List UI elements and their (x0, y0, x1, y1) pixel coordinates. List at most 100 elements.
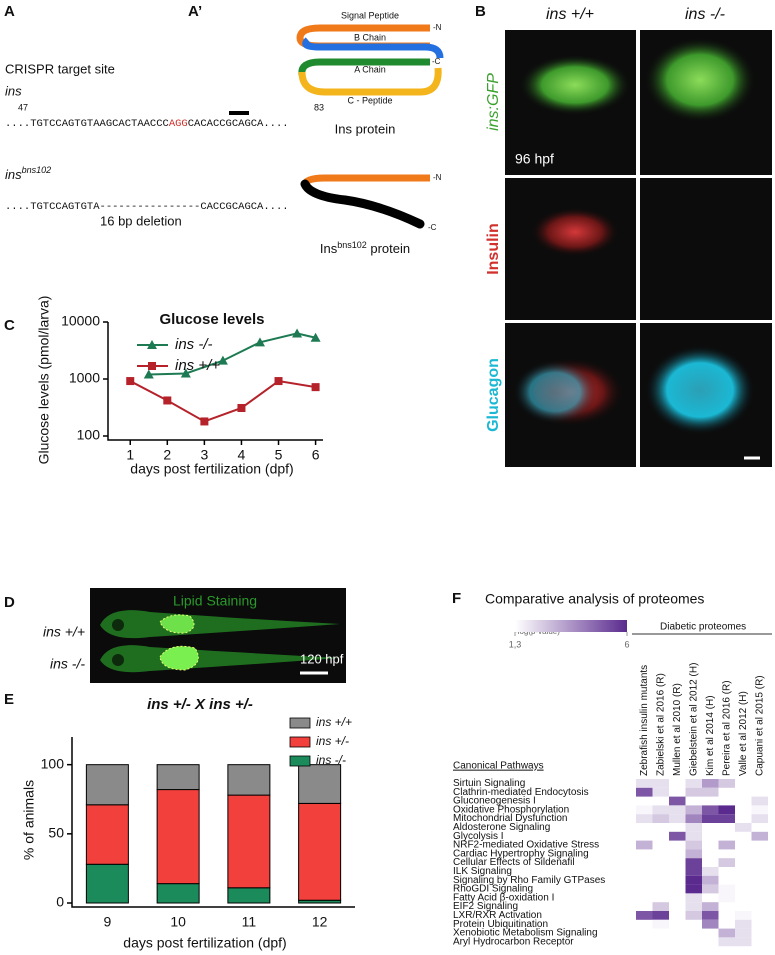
point (200, 417, 209, 426)
cell (636, 779, 653, 788)
cell (702, 805, 719, 815)
cell (702, 902, 719, 911)
row-label: Protein Ubiquitination (453, 919, 548, 930)
cell (735, 919, 752, 929)
column-label: Mullen et al 2010 (R) (672, 683, 683, 776)
legend-label: ins +/+ (316, 715, 352, 729)
sequence: ....TGTCCAGTGTA----------------CACCGCAGC… (5, 201, 289, 213)
gene: ins (5, 83, 22, 98)
row-label: Mitochondrial Dysfunction (453, 813, 568, 824)
b-chain (302, 37, 444, 59)
heading: CRISPR target site (5, 61, 115, 76)
row-label: RhoGDI Signaling (453, 884, 533, 895)
row-label: Signaling by Rho Family GTPases (453, 875, 605, 886)
terminus: -N (433, 173, 442, 182)
liver (159, 614, 195, 634)
cell (685, 840, 702, 850)
cell (685, 787, 702, 797)
axis (71, 737, 355, 908)
panel-label: D (4, 594, 15, 611)
column-header: ins -/- (685, 6, 725, 23)
chart-title: ins +/- X ins +/- (147, 696, 253, 713)
bar-segment (85, 764, 129, 806)
cell (685, 858, 702, 867)
legend-swatch (289, 717, 311, 729)
colorbar-tick-label: 6 (624, 639, 629, 649)
cell (702, 919, 719, 929)
panel-label: B (475, 3, 486, 20)
cell (735, 823, 752, 832)
image (640, 178, 772, 320)
x-tick-label: 4 (238, 447, 246, 463)
point (237, 403, 246, 412)
cell (652, 787, 669, 797)
row-label: ins -/- (50, 656, 85, 672)
point (311, 383, 320, 392)
panel-label: C (4, 317, 15, 334)
cell (735, 911, 752, 920)
panel-label: E (4, 691, 14, 708)
point (274, 377, 283, 386)
y-tick-label: 50 (48, 825, 64, 841)
eye (112, 619, 124, 631)
colorbar-tick-label: 1,3 (509, 639, 522, 649)
row-label: NRF2-mediated Oxidative Stress (453, 840, 599, 851)
cell (652, 805, 669, 815)
legend-label: ins +/+ (175, 357, 220, 374)
point (217, 355, 228, 365)
bar-segment (156, 789, 200, 885)
pam: AGG (169, 118, 188, 130)
bar-segment (227, 887, 271, 904)
cell (751, 796, 768, 806)
row-label: EIF2 Signaling (453, 901, 518, 912)
y-tick-label: 10000 (61, 313, 100, 329)
row-label: Aryl Hydrocarbon Receptor (453, 936, 574, 947)
cell (735, 937, 752, 947)
cell (652, 902, 669, 911)
deletion: 16 bp deletion (100, 213, 182, 228)
caption: Ins protein (335, 121, 396, 136)
cell (685, 779, 702, 788)
cell (685, 849, 702, 859)
cell (751, 805, 768, 815)
cell (702, 814, 719, 823)
caption: protein (370, 241, 410, 256)
y-tick-label: 100 (77, 427, 101, 443)
part-label: A Chain (354, 64, 386, 74)
seq: ....TGTCCAGTGTAAGCACTAACCC (5, 118, 169, 130)
part-label: B Chain (354, 32, 386, 42)
cell (718, 928, 735, 938)
bar-segment (227, 764, 271, 796)
superscript: bns102 (22, 165, 52, 175)
panel-label: F (452, 590, 461, 607)
cell (718, 805, 735, 815)
x-tick-label: 10 (170, 914, 186, 930)
cell (702, 911, 719, 920)
sequence: ....TGTCCAGTGTAAGCACTAACCCAGGCACACCGCAGC… (5, 118, 289, 130)
cell (669, 814, 686, 823)
terminus: -N (433, 23, 442, 32)
cell (685, 902, 702, 911)
cell (718, 840, 735, 850)
row-label: Insulin (485, 223, 502, 275)
liver (159, 645, 199, 671)
panel-label: A’ (188, 3, 202, 20)
truncated-chain (300, 179, 425, 229)
y-axis-label: % of animals (21, 780, 37, 860)
column-label: Zabielski et al 2016 (R) (655, 673, 666, 776)
x-axis-label: days post fertilization (dpf) (123, 935, 286, 951)
row-label: ILK Signaling (453, 866, 512, 877)
cell (685, 831, 702, 841)
row-label: Xenobiotic Metabolism Signaling (453, 928, 598, 939)
cell (652, 911, 669, 920)
larvae (100, 610, 340, 675)
row-label: Cardiac Hypertrophy Signaling (453, 848, 589, 859)
cell (636, 814, 653, 823)
stage: 96 hpf (515, 151, 554, 167)
row-label: Glucagon (485, 358, 502, 432)
y-tick-label: 1000 (69, 370, 100, 386)
legend-label: ins -/- (316, 753, 346, 767)
cell (669, 805, 686, 815)
chart-title: Glucose levels (159, 311, 264, 328)
